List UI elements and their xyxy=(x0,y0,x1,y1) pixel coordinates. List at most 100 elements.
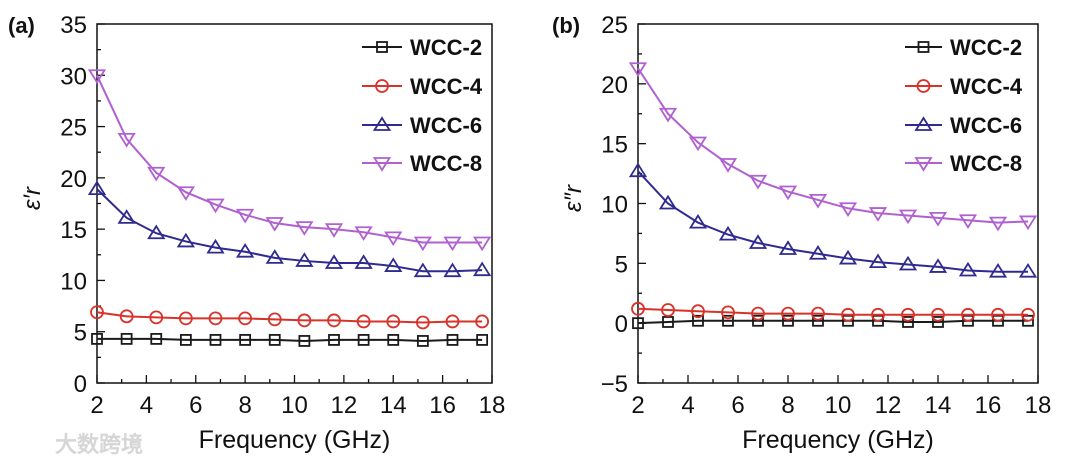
x-tick-label: 16 xyxy=(975,392,1002,419)
data-point xyxy=(1018,215,1038,231)
data-point xyxy=(473,261,492,277)
data-point xyxy=(265,217,284,232)
data-point xyxy=(387,334,400,346)
data-point xyxy=(898,255,918,271)
y-axis-label: ε″r xyxy=(560,184,587,212)
data-point xyxy=(446,334,459,346)
data-point xyxy=(661,303,675,317)
data-point xyxy=(628,162,648,178)
data-point xyxy=(445,314,460,329)
data-point xyxy=(265,249,284,264)
data-point xyxy=(721,305,735,320)
data-point xyxy=(178,311,193,326)
x-tick-label: 8 xyxy=(238,392,251,419)
y-tick-label: 0 xyxy=(74,371,87,398)
data-point xyxy=(206,198,225,214)
legend-item-wcc-2: WCC-2 xyxy=(362,35,482,60)
data-point xyxy=(238,311,253,326)
data-point xyxy=(443,236,462,252)
data-point xyxy=(119,309,134,324)
y-tick-label: 10 xyxy=(601,192,628,219)
x-axis-label: Frequency (GHz) xyxy=(199,426,391,454)
legend-marker xyxy=(372,157,392,172)
series-line xyxy=(637,170,1028,273)
data-point xyxy=(147,166,166,182)
y-tick-label: 5 xyxy=(615,251,628,278)
x-tick-label: 14 xyxy=(925,392,952,419)
legend-item-wcc-6: WCC-6 xyxy=(362,113,482,138)
legend-marker xyxy=(917,41,930,53)
x-tick-label: 16 xyxy=(429,392,456,419)
data-point xyxy=(236,208,255,224)
y-tick-label: 30 xyxy=(60,63,87,90)
data-point xyxy=(778,185,798,201)
data-point xyxy=(295,252,314,267)
data-point xyxy=(898,209,918,225)
data-point xyxy=(808,245,828,260)
data-point xyxy=(958,261,978,277)
data-point xyxy=(928,211,948,227)
data-point xyxy=(932,316,944,328)
x-tick-label: 8 xyxy=(781,392,794,419)
data-point xyxy=(354,254,373,269)
data-point xyxy=(443,262,462,278)
series-wcc-8 xyxy=(87,69,492,252)
y-tick-label: 15 xyxy=(601,132,628,159)
panel-label: (a) xyxy=(8,13,35,38)
data-point xyxy=(928,258,948,273)
data-point xyxy=(748,234,768,249)
data-point xyxy=(631,301,645,316)
chart-panel-b: (b) 2 4 6 8 10 12 14 16 18 −5 0 5 10 15 20 25 Frequency (… xyxy=(552,12,1051,454)
data-point xyxy=(117,209,136,224)
data-point xyxy=(901,307,915,322)
series-wcc-2 xyxy=(632,314,1034,330)
data-point xyxy=(268,334,281,346)
data-point xyxy=(354,226,373,241)
series-wcc-6 xyxy=(87,180,492,278)
data-point xyxy=(117,132,136,148)
data-point xyxy=(902,316,914,328)
legend-label: WCC-8 xyxy=(950,151,1022,176)
legend-label: WCC-2 xyxy=(410,35,482,60)
x-tick-label: 6 xyxy=(731,392,744,419)
data-point xyxy=(415,315,430,330)
y-tick-label: 35 xyxy=(60,12,87,39)
y-tick-label: 20 xyxy=(601,72,628,99)
chart-panel-a: (a) 2 4 6 8 10 12 14 16 18 0 5 10 15 20 25 30 35 Frequency… xyxy=(8,12,505,454)
data-point xyxy=(868,253,888,269)
series-wcc-2 xyxy=(91,332,489,347)
legend-marker xyxy=(916,79,931,93)
data-point xyxy=(1018,263,1038,278)
data-point xyxy=(688,136,708,152)
data-point xyxy=(120,332,133,345)
x-tick-label: 12 xyxy=(875,392,902,419)
data-point xyxy=(239,334,252,346)
data-point xyxy=(147,224,166,240)
data-point xyxy=(357,334,370,346)
data-point xyxy=(208,311,223,326)
data-point xyxy=(688,213,708,229)
data-point xyxy=(176,232,195,248)
data-point xyxy=(662,316,674,328)
data-point xyxy=(209,334,222,346)
data-point xyxy=(386,314,401,329)
data-point xyxy=(473,236,492,252)
y-tick-label: 20 xyxy=(60,166,87,193)
legend-label: WCC-8 xyxy=(410,151,482,176)
data-point xyxy=(722,314,734,327)
data-point xyxy=(150,332,163,345)
data-point xyxy=(988,216,1008,232)
data-point xyxy=(87,180,107,196)
data-point xyxy=(1021,307,1035,322)
data-point xyxy=(868,207,888,222)
legend-marker xyxy=(914,116,933,131)
x-tick-label: 18 xyxy=(1025,392,1052,419)
data-point xyxy=(384,257,403,272)
data-point xyxy=(179,334,192,346)
data-point xyxy=(90,305,104,320)
data-point xyxy=(841,307,855,322)
x-tick-label: 14 xyxy=(380,392,407,419)
legend-label: WCC-4 xyxy=(410,74,483,99)
series-wcc-8 xyxy=(628,62,1038,232)
